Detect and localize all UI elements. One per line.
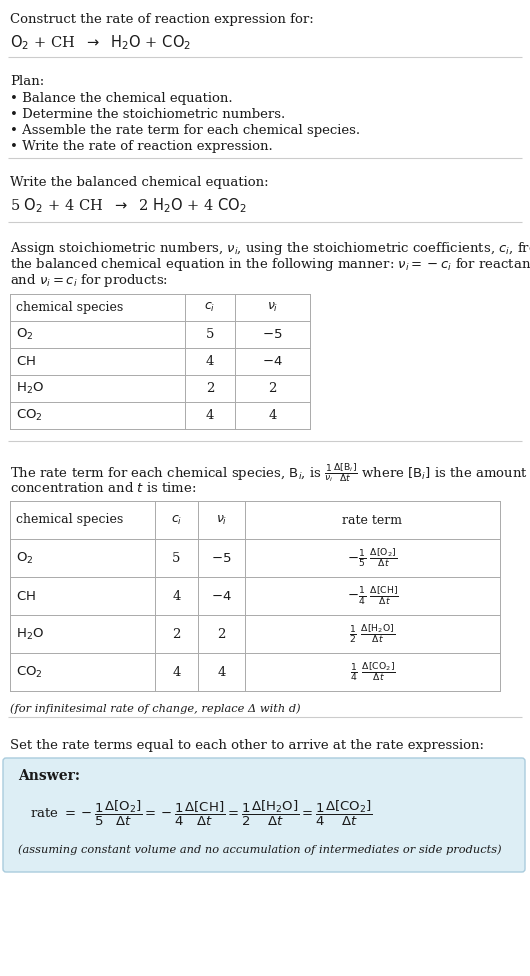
Text: rate term: rate term <box>342 513 402 526</box>
Text: 2: 2 <box>268 382 277 395</box>
Text: $-5$: $-5$ <box>262 328 282 341</box>
Text: $\mathrm{H_2O}$: $\mathrm{H_2O}$ <box>16 381 44 396</box>
Text: $-4$: $-4$ <box>262 355 283 368</box>
Text: (for infinitesimal rate of change, replace Δ with d): (for infinitesimal rate of change, repla… <box>10 703 301 713</box>
Text: 5: 5 <box>172 551 181 564</box>
Text: • Determine the stoichiometric numbers.: • Determine the stoichiometric numbers. <box>10 108 285 121</box>
Text: 4: 4 <box>172 590 181 602</box>
Text: $\mathrm{H_2O}$: $\mathrm{H_2O}$ <box>16 627 44 641</box>
Text: 4: 4 <box>268 409 277 422</box>
Text: • Balance the chemical equation.: • Balance the chemical equation. <box>10 92 233 105</box>
Text: Plan:: Plan: <box>10 75 44 88</box>
Text: $-4$: $-4$ <box>211 590 232 602</box>
Text: $-5$: $-5$ <box>211 551 232 564</box>
Text: 2: 2 <box>206 382 214 395</box>
Text: 4: 4 <box>172 666 181 678</box>
Text: • Write the rate of reaction expression.: • Write the rate of reaction expression. <box>10 140 273 153</box>
Text: $\mathrm{CH}$: $\mathrm{CH}$ <box>16 590 36 602</box>
Text: $\frac{1}{2}\ \frac{\Delta[\mathrm{H_2O}]}{\Delta t}$: $\frac{1}{2}\ \frac{\Delta[\mathrm{H_2O}… <box>349 623 395 645</box>
Text: $\mathrm{CO_2}$: $\mathrm{CO_2}$ <box>16 408 43 423</box>
Text: $\frac{1}{4}\ \frac{\Delta[\mathrm{CO_2}]}{\Delta t}$: $\frac{1}{4}\ \frac{\Delta[\mathrm{CO_2}… <box>350 661 395 683</box>
Text: 4: 4 <box>206 409 214 422</box>
Text: $-\frac{1}{5}\ \frac{\Delta[\mathrm{O_2}]}{\Delta t}$: $-\frac{1}{5}\ \frac{\Delta[\mathrm{O_2}… <box>347 547 398 569</box>
Text: Assign stoichiometric numbers, $\nu_i$, using the stoichiometric coefficients, $: Assign stoichiometric numbers, $\nu_i$, … <box>10 240 530 257</box>
Text: 2: 2 <box>172 628 181 640</box>
Text: and $\nu_i = c_i$ for products:: and $\nu_i = c_i$ for products: <box>10 272 168 289</box>
Text: $c_i$: $c_i$ <box>171 513 182 526</box>
Text: • Assemble the rate term for each chemical species.: • Assemble the rate term for each chemic… <box>10 124 360 137</box>
Text: 4: 4 <box>206 355 214 368</box>
Text: 4: 4 <box>217 666 226 678</box>
Text: 5 $\mathrm{O_2}$ + 4 CH  $\rightarrow$  2 $\mathrm{H_2O}$ + 4 $\mathrm{CO_2}$: 5 $\mathrm{O_2}$ + 4 CH $\rightarrow$ 2 … <box>10 196 247 215</box>
Text: concentration and $t$ is time:: concentration and $t$ is time: <box>10 481 197 495</box>
Text: chemical species: chemical species <box>16 301 123 314</box>
Text: Answer:: Answer: <box>18 769 80 783</box>
Text: The rate term for each chemical species, $\mathrm{B}_i$, is $\frac{1}{\nu_i}\fra: The rate term for each chemical species,… <box>10 461 528 484</box>
Text: $\nu_i$: $\nu_i$ <box>216 513 227 526</box>
Text: $\nu_i$: $\nu_i$ <box>267 301 278 314</box>
Text: 2: 2 <box>217 628 226 640</box>
Text: $\mathrm{CH}$: $\mathrm{CH}$ <box>16 355 36 368</box>
Text: Construct the rate of reaction expression for:: Construct the rate of reaction expressio… <box>10 13 314 26</box>
Text: $\mathrm{CO_2}$: $\mathrm{CO_2}$ <box>16 665 43 679</box>
Text: chemical species: chemical species <box>16 513 123 526</box>
Text: rate $= -\dfrac{1}{5}\dfrac{\Delta[\mathrm{O_2}]}{\Delta t} = -\dfrac{1}{4}\dfra: rate $= -\dfrac{1}{5}\dfrac{\Delta[\math… <box>30 798 373 828</box>
Text: $\mathrm{O_2}$ + CH  $\rightarrow$  $\mathrm{H_2O}$ + $\mathrm{CO_2}$: $\mathrm{O_2}$ + CH $\rightarrow$ $\math… <box>10 33 191 52</box>
Text: 5: 5 <box>206 328 214 341</box>
Text: $-\frac{1}{4}\ \frac{\Delta[\mathrm{CH}]}{\Delta t}$: $-\frac{1}{4}\ \frac{\Delta[\mathrm{CH}]… <box>347 585 399 607</box>
Text: $\mathrm{O_2}$: $\mathrm{O_2}$ <box>16 550 33 565</box>
Text: $\mathrm{O_2}$: $\mathrm{O_2}$ <box>16 327 33 342</box>
Text: the balanced chemical equation in the following manner: $\nu_i = -c_i$ for react: the balanced chemical equation in the fo… <box>10 256 530 273</box>
FancyBboxPatch shape <box>3 758 525 872</box>
Text: Set the rate terms equal to each other to arrive at the rate expression:: Set the rate terms equal to each other t… <box>10 739 484 752</box>
Text: (assuming constant volume and no accumulation of intermediates or side products): (assuming constant volume and no accumul… <box>18 844 501 855</box>
Text: $c_i$: $c_i$ <box>205 301 216 314</box>
Text: Write the balanced chemical equation:: Write the balanced chemical equation: <box>10 176 269 189</box>
